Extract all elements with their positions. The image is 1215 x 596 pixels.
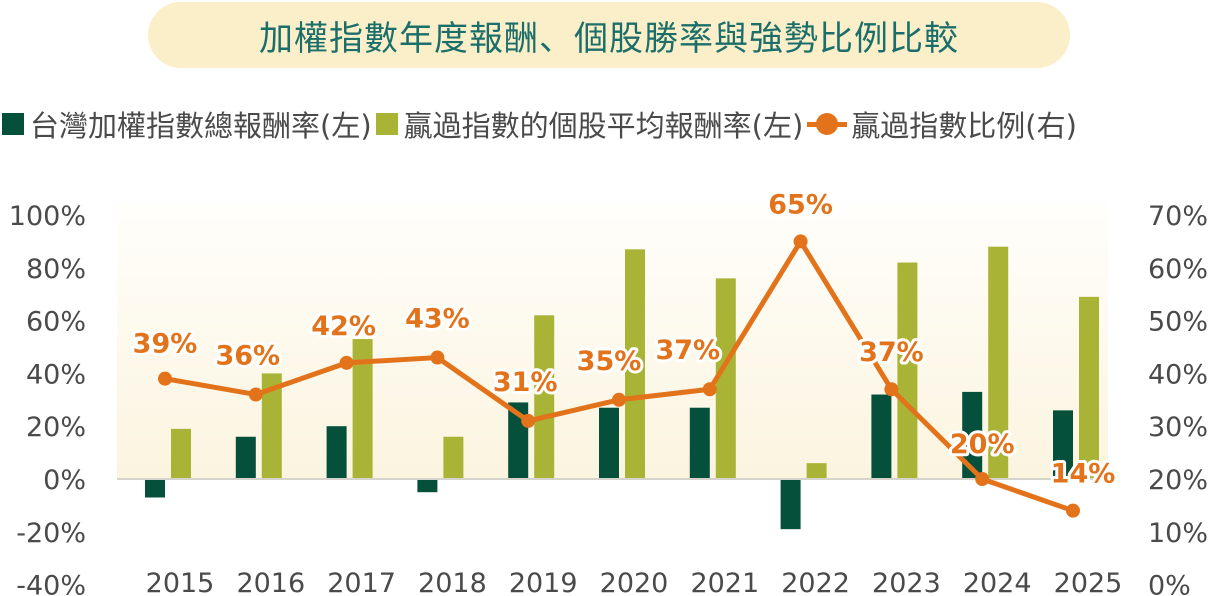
- win-ratio-marker: [702, 382, 717, 397]
- x-axis: 2015 2016 2017 2018 2019 2020 2021 2022 2023 2024…: [146, 568, 1123, 596]
- index-return-bar: [326, 426, 347, 479]
- index-return-bar: [599, 407, 619, 479]
- x-axis-tick-label: 2024: [963, 568, 1032, 596]
- avg-winner-return-bar: [171, 428, 191, 479]
- win-ratio-marker: [1066, 503, 1080, 518]
- x-axis-tick-label: 2017: [327, 568, 396, 596]
- legend-item-win-ratio: 贏過指數比例(右): [807, 103, 1077, 145]
- avg-winner-return-bar: [625, 249, 645, 479]
- left-axis-tick-label: 40%: [26, 359, 86, 390]
- left-axis: 100% 80% 60% 40% 20% 0% -20% -40%: [9, 201, 86, 596]
- right-axis-tick-label: 30%: [1148, 412, 1208, 443]
- right-axis-tick-label: 0%: [1148, 571, 1191, 596]
- bar-series: [145, 246, 1099, 530]
- avg-winner-return-bar: [806, 463, 827, 479]
- x-axis-tick-label: 2015: [146, 568, 215, 596]
- win-ratio-data-label: 37%: [655, 335, 720, 366]
- win-ratio-marker: [975, 472, 990, 486]
- win-ratio-data-label: 36%: [215, 341, 280, 372]
- win-ratio-marker: [339, 355, 354, 370]
- right-axis-tick-label: 50%: [1148, 307, 1208, 338]
- right-axis-tick-label: 10%: [1148, 518, 1208, 549]
- avg-winner-return-bar: [443, 436, 464, 479]
- win-ratio-marker: [430, 350, 445, 365]
- chart-title-banner: 加權指數年度報酬、個股勝率與強勢比例比較: [148, 2, 1070, 68]
- avg-winner-return-bar: [715, 278, 736, 479]
- left-axis-tick-label: 80%: [26, 254, 86, 285]
- x-axis-tick-label: 2023: [872, 568, 941, 596]
- index-return-bar: [417, 479, 438, 493]
- win-ratio-marker: [793, 234, 808, 249]
- legend-label: 台灣加權指數總報酬率(左): [30, 109, 372, 143]
- right-axis-tick-label: 60%: [1148, 254, 1208, 285]
- win-ratio-data-label: 31%: [493, 367, 558, 398]
- win-ratio-data-label: 39%: [133, 329, 198, 360]
- win-ratio-line-series: 39% 36% 42% 43% 31% 35% 37% 65% 37% 20% 14%: [130, 186, 1118, 518]
- avg-winner-return-bar: [261, 373, 282, 479]
- win-ratio-marker: [612, 392, 626, 407]
- x-axis-tick-label: 2019: [509, 568, 578, 596]
- win-ratio-marker: [521, 413, 536, 428]
- left-axis-tick-label: 60%: [26, 307, 86, 338]
- win-ratio-data-label: 43%: [405, 304, 470, 335]
- index-return-bar: [962, 391, 983, 479]
- win-ratio-data-label: 65%: [768, 189, 833, 220]
- legend-label: 贏過指數的個股平均報酬率(左): [403, 109, 804, 143]
- legend-label: 贏過指數比例(右): [851, 109, 1077, 143]
- left-axis-tick-label: 0%: [43, 465, 86, 496]
- chart-title: 加權指數年度報酬、個股勝率與強勢比例比較: [259, 18, 959, 59]
- avg-winner-return-bar: [352, 339, 373, 479]
- avg-winner-return-bar: [897, 262, 918, 479]
- right-axis-tick-label: 70%: [1148, 201, 1208, 232]
- index-return-bar: [1053, 410, 1073, 479]
- chart-legend: 台灣加權指數總報酬率(左) 贏過指數的個股平均報酬率(左) 贏過指數比例(右): [2, 104, 1081, 144]
- index-return-bar: [780, 479, 801, 530]
- win-ratio-data-label: 42%: [311, 311, 376, 342]
- x-axis-tick-label: 2021: [690, 568, 759, 596]
- left-axis-tick-label: 20%: [26, 412, 86, 443]
- x-axis-tick-label: 2018: [418, 568, 487, 596]
- x-axis-tick-label: 2025: [1054, 568, 1123, 596]
- index-return-bar: [145, 479, 165, 498]
- left-axis-tick-label: -40%: [16, 571, 86, 596]
- legend-item-index-return: 台灣加權指數總報酬率(左): [2, 103, 372, 145]
- avg-winner-return-bar: [534, 315, 555, 479]
- x-axis-tick-label: 2020: [600, 568, 669, 596]
- win-ratio-data-label: 35%: [577, 346, 642, 377]
- olive-green-square-icon: [375, 113, 398, 135]
- left-axis-tick-label: 100%: [9, 201, 86, 232]
- orange-line-marker-icon: [807, 113, 848, 135]
- win-ratio-marker: [158, 371, 172, 386]
- right-axis-tick-label: 40%: [1148, 359, 1208, 390]
- left-axis-tick-label: -20%: [16, 518, 86, 549]
- win-ratio-data-label: 20%: [950, 429, 1015, 460]
- dark-green-square-icon: [2, 113, 24, 135]
- avg-winner-return-bar: [1079, 296, 1099, 479]
- index-return-bar: [689, 407, 710, 479]
- right-axis: 70% 60% 50% 40% 30% 20% 10% 0%: [1148, 201, 1208, 596]
- win-ratio-data-label: 37%: [859, 337, 924, 368]
- index-return-bar: [235, 436, 256, 479]
- x-axis-tick-label: 2022: [781, 568, 850, 596]
- x-axis-tick-label: 2016: [236, 568, 305, 596]
- right-axis-tick-label: 20%: [1148, 465, 1208, 496]
- win-ratio-marker: [884, 382, 899, 397]
- win-ratio-marker: [248, 387, 263, 402]
- avg-winner-return-bar: [988, 246, 1009, 479]
- index-return-bar: [871, 394, 892, 479]
- win-ratio-data-label: 14%: [1051, 459, 1116, 490]
- legend-item-avg-winner-return: 贏過指數的個股平均報酬率(左): [375, 103, 804, 145]
